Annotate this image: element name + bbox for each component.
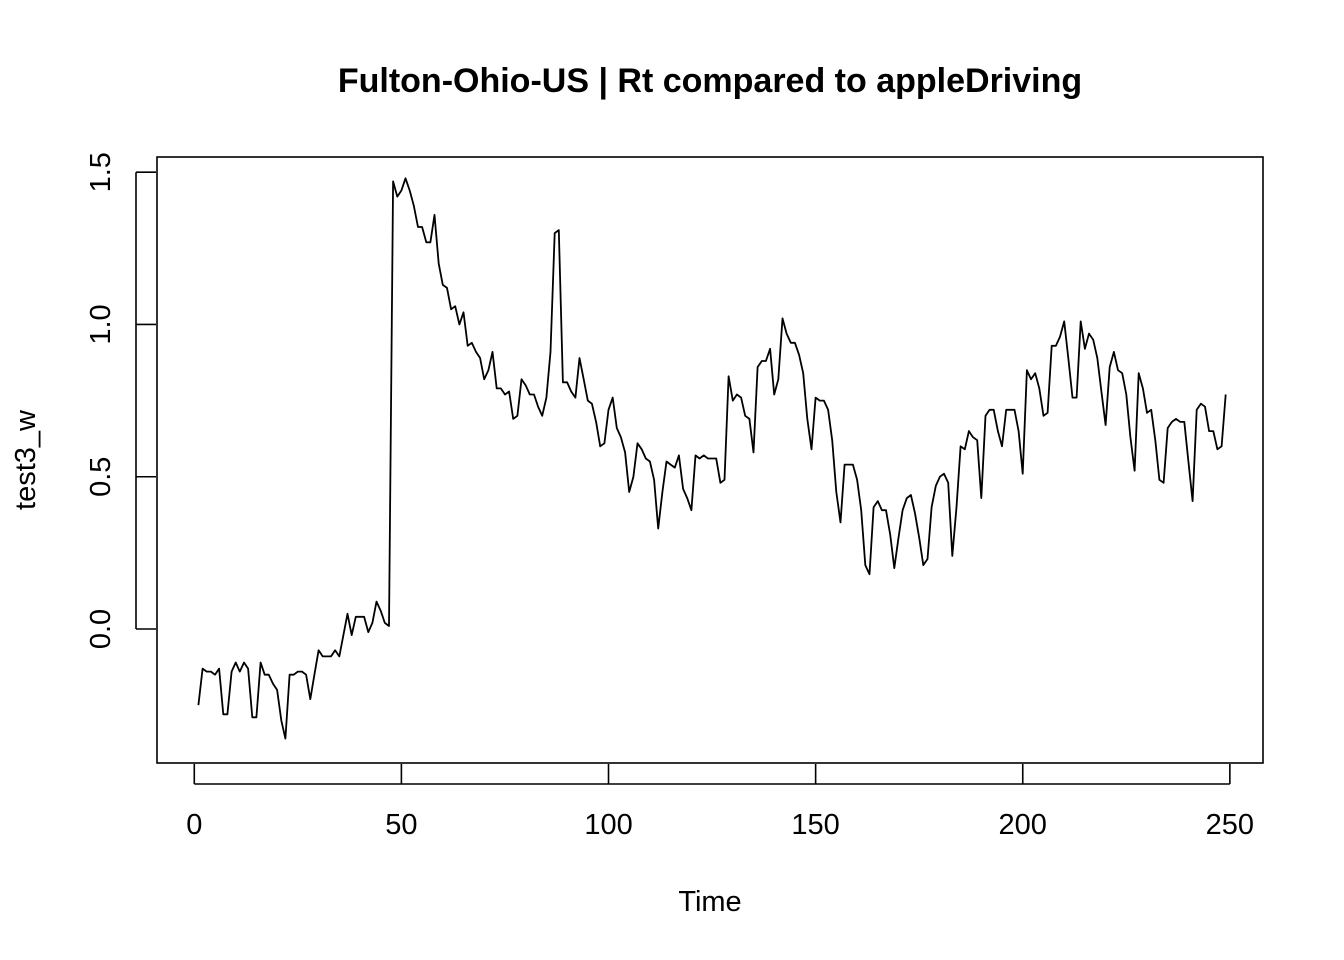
y-tick-label: 0.5 — [85, 457, 117, 497]
x-tick-label: 200 — [999, 809, 1047, 841]
plot-frame — [156, 156, 1264, 764]
x-tick-label: 100 — [584, 809, 632, 841]
x-tick-label: 50 — [385, 809, 417, 841]
x-tick-label: 150 — [791, 809, 839, 841]
y-tick-label: 0.0 — [85, 609, 117, 649]
y-tick-label: 1.5 — [85, 152, 117, 192]
y-tick-label: 1.0 — [85, 304, 117, 344]
x-axis-label: Time — [678, 886, 741, 918]
x-tick-label: 250 — [1206, 809, 1254, 841]
chart-title: Fulton-Ohio-US | Rt compared to appleDri… — [338, 62, 1082, 100]
series-line — [197, 177, 1227, 740]
x-tick-label: 0 — [186, 809, 202, 841]
y-axis-label: test3_w — [10, 409, 42, 510]
x-axis: 0 50 100 150 200 250 — [186, 764, 1254, 841]
y-axis: 0.0 0.5 1.0 1.5 — [85, 152, 156, 649]
